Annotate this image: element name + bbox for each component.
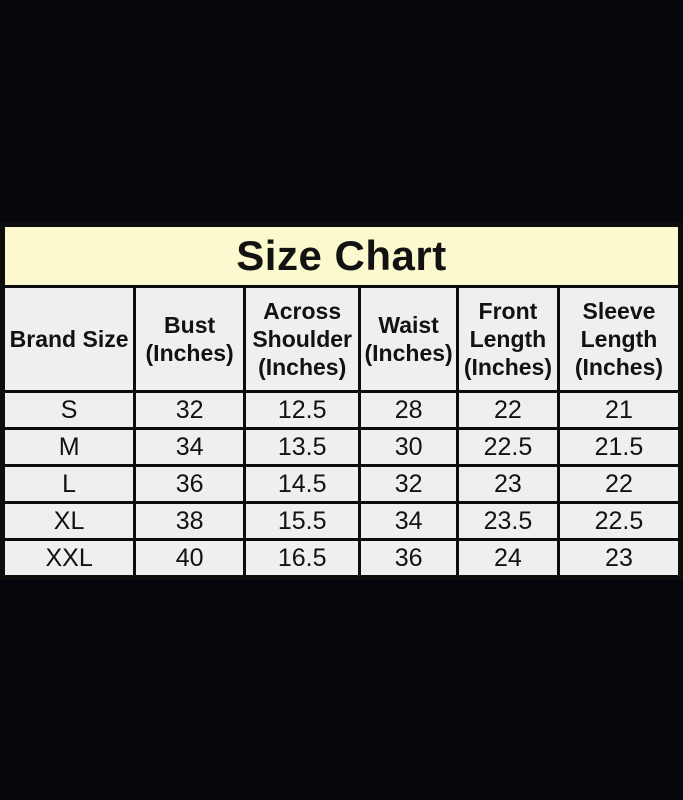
table-cell: 23 — [455, 464, 560, 504]
column-header-line: Waist — [378, 311, 439, 338]
table-cell: L — [0, 464, 137, 504]
column-header-line: Across — [263, 297, 342, 324]
column-header-line: Shoulder — [252, 325, 352, 352]
column-header-front-length: Front Length (Inches) — [455, 285, 560, 393]
title-row: Size Chart — [1, 223, 682, 288]
table-cell: 28 — [358, 390, 459, 430]
table-cell: 34 — [133, 427, 247, 467]
table-cell: 15.5 — [243, 501, 362, 541]
table-row: L 36 14.5 32 23 22 — [0, 464, 683, 504]
column-header-line: (Inches) — [463, 354, 552, 381]
column-header-line: (Inches) — [364, 340, 453, 366]
table-cell: 34 — [358, 501, 459, 541]
table-cell: 23 — [556, 538, 683, 579]
table-cell: M — [0, 427, 137, 467]
table-cell: 21 — [556, 390, 683, 430]
table-title: Size Chart — [1, 223, 682, 288]
table-cell: 12.5 — [243, 390, 362, 430]
header-row: Brand Size Bust (Inches) Across Shoulder (Inc… — [0, 285, 683, 393]
column-header-line: Bust — [164, 311, 216, 338]
table-cell: S — [0, 390, 137, 430]
column-header-across-shoulder: Across Shoulder (Inches) — [243, 285, 362, 393]
column-header-waist: Waist (Inches) — [358, 285, 459, 393]
column-header-line: (Inches) — [145, 340, 234, 366]
table-row: XXL 40 16.5 36 24 23 — [0, 538, 683, 579]
size-chart-table: Size Chart Brand Size Bust (Inches) Across S… — [0, 222, 683, 580]
table-cell: 22 — [455, 390, 560, 430]
table-cell: 23.5 — [455, 501, 560, 541]
table-cell: 22 — [556, 464, 683, 504]
table-cell: 22.5 — [455, 427, 560, 467]
column-header-line: (Inches) — [258, 354, 347, 381]
table-cell: 40 — [133, 538, 247, 579]
column-header-sleeve-length: Sleeve Length (Inches) — [556, 285, 683, 393]
table-cell: 14.5 — [243, 464, 362, 504]
table-cell: 21.5 — [556, 427, 683, 467]
column-header-line: Brand Size — [9, 325, 129, 352]
table-row: XL 38 15.5 34 23.5 22.5 — [0, 501, 683, 541]
table-cell: 32 — [358, 464, 459, 504]
column-header-line: (Inches) — [574, 354, 664, 381]
column-header-line: Sleeve — [582, 297, 656, 324]
column-header-bust: Bust (Inches) — [133, 285, 247, 393]
table-cell: 32 — [133, 390, 247, 430]
table-row: M 34 13.5 30 22.5 21.5 — [0, 427, 683, 467]
table-cell: XL — [0, 501, 137, 541]
table-cell: 30 — [358, 427, 459, 467]
table-cell: 38 — [133, 501, 247, 541]
table-cell: 24 — [455, 538, 560, 579]
table-body: S 32 12.5 28 22 21 M 34 13.5 30 22.5 21.5 L 36 14.5 32 2… — [0, 390, 683, 579]
table-cell: 36 — [133, 464, 247, 504]
column-header-brand-size: Brand Size — [0, 285, 137, 393]
table-cell: 36 — [358, 538, 459, 579]
table-cell: 13.5 — [243, 427, 362, 467]
table-cell: XXL — [0, 538, 137, 579]
table-row: S 32 12.5 28 22 21 — [0, 390, 683, 430]
table-cell: 22.5 — [556, 501, 683, 541]
column-header-line: Length — [469, 325, 547, 352]
column-header-line: Front — [478, 297, 538, 324]
table-cell: 16.5 — [243, 538, 362, 579]
column-header-line: Length — [580, 325, 658, 352]
